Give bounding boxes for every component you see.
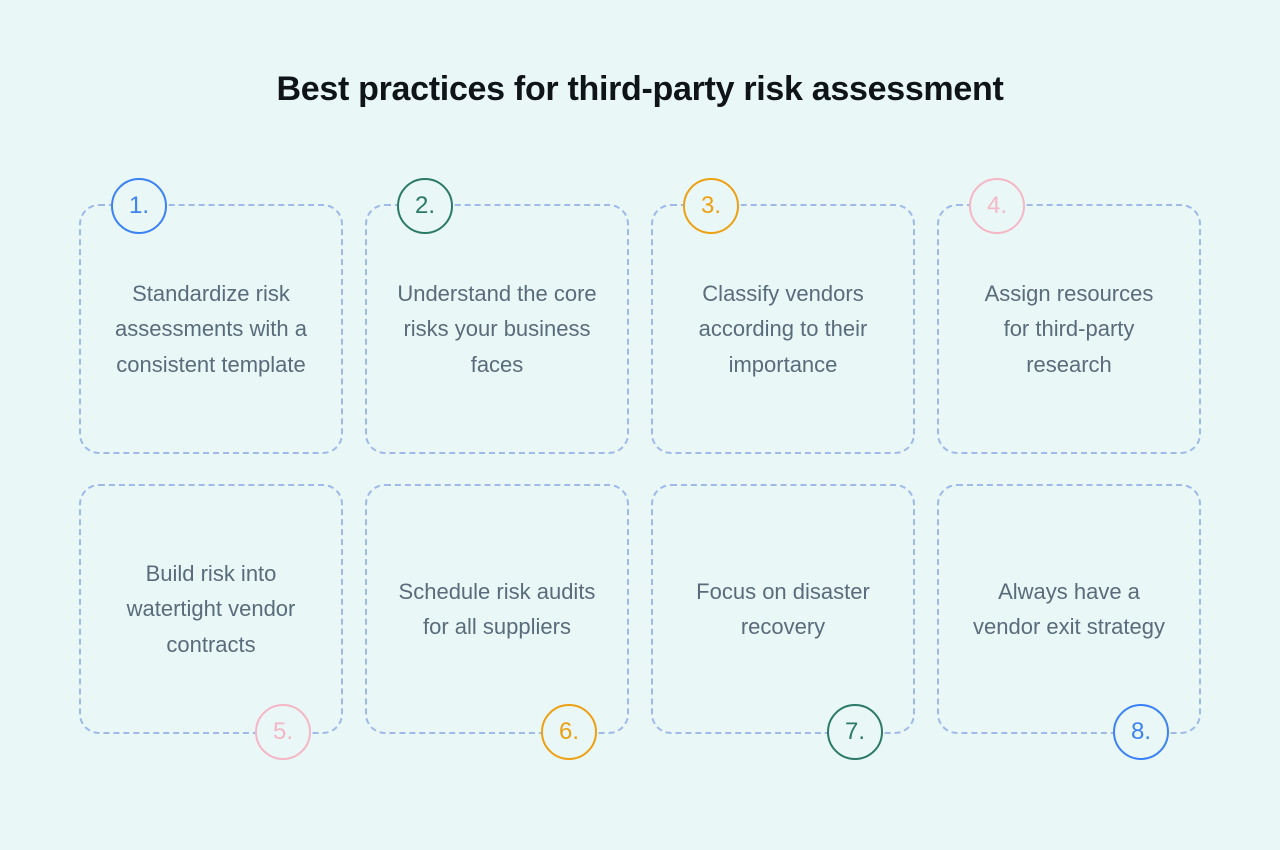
card-text: Classify vendors according to their impo… — [683, 276, 883, 382]
card-text: Standardize risk assessments with a cons… — [111, 276, 311, 382]
card-text: Focus on disaster recovery — [683, 574, 883, 644]
card-number-badge: 2. — [397, 178, 453, 234]
card-text: Always have a vendor exit strategy — [969, 574, 1169, 644]
infographic-title: Best practices for third-party risk asse… — [277, 70, 1004, 109]
card-number-badge: 5. — [255, 704, 311, 760]
practice-card: 3. Classify vendors according to their i… — [651, 204, 915, 454]
card-grid: 1. Standardize risk assessments with a c… — [79, 204, 1201, 734]
practice-card: 4. Assign resources for third-party rese… — [937, 204, 1201, 454]
practice-card: 1. Standardize risk assessments with a c… — [79, 204, 343, 454]
card-number-badge: 1. — [111, 178, 167, 234]
card-text: Schedule risk audits for all suppliers — [397, 574, 597, 644]
card-number-badge: 8. — [1113, 704, 1169, 760]
card-number-badge: 7. — [827, 704, 883, 760]
card-text: Build risk into watertight vendor contra… — [111, 556, 311, 662]
practice-card: 6. Schedule risk audits for all supplier… — [365, 484, 629, 734]
practice-card: 7. Focus on disaster recovery — [651, 484, 915, 734]
practice-card: 2. Understand the core risks your busine… — [365, 204, 629, 454]
card-number-badge: 4. — [969, 178, 1025, 234]
card-number-badge: 3. — [683, 178, 739, 234]
practice-card: 5. Build risk into watertight vendor con… — [79, 484, 343, 734]
practice-card: 8. Always have a vendor exit strategy — [937, 484, 1201, 734]
card-text: Assign resources for third-party researc… — [969, 276, 1169, 382]
card-number-badge: 6. — [541, 704, 597, 760]
card-text: Understand the core risks your business … — [397, 276, 597, 382]
